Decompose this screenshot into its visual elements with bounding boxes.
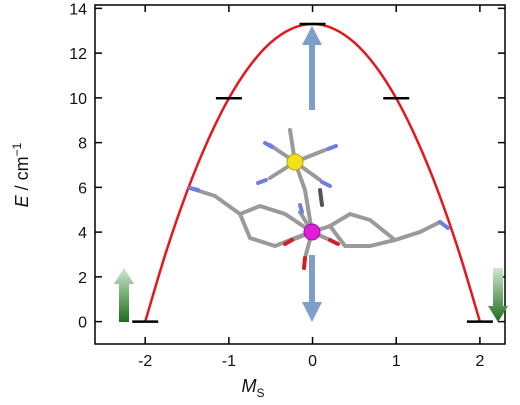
x-tick-label: -1 — [222, 353, 236, 370]
y-tick-label: 4 — [78, 225, 87, 242]
molecule-o-atoms — [283, 238, 340, 270]
green-arrow-up — [114, 268, 134, 322]
fe-atom — [286, 153, 304, 171]
molecule-n-atoms — [188, 141, 450, 230]
green-arrow-down — [488, 268, 508, 322]
y-tick-label: 10 — [69, 91, 87, 108]
x-tick-label: 2 — [475, 353, 484, 370]
y-tick-label: 2 — [78, 270, 87, 287]
y-tick-label: 8 — [78, 136, 87, 153]
plot-frame — [94, 4, 506, 345]
y-tick-label: 6 — [78, 180, 87, 197]
x-tick-label: 0 — [308, 353, 317, 370]
dy-atom — [303, 223, 321, 241]
x-label-symbol: M — [241, 376, 256, 396]
y-label-unit: / cm — [12, 156, 32, 195]
y-tick-label: 12 — [69, 46, 87, 63]
blue-arrow — [302, 26, 322, 322]
y-label-symbol: E — [12, 194, 32, 207]
illustration — [114, 26, 508, 322]
x-tick-label: 1 — [392, 353, 401, 370]
y-axis-label: E / cm−1 — [10, 142, 32, 207]
x-label-subscript: S — [256, 386, 264, 400]
y-tick-label: 14 — [69, 1, 87, 18]
x-axis-label: MS — [241, 376, 264, 400]
y-label-exponent: −1 — [10, 142, 24, 156]
y-tick-label: 0 — [78, 315, 87, 332]
x-tick-label: -2 — [138, 353, 152, 370]
